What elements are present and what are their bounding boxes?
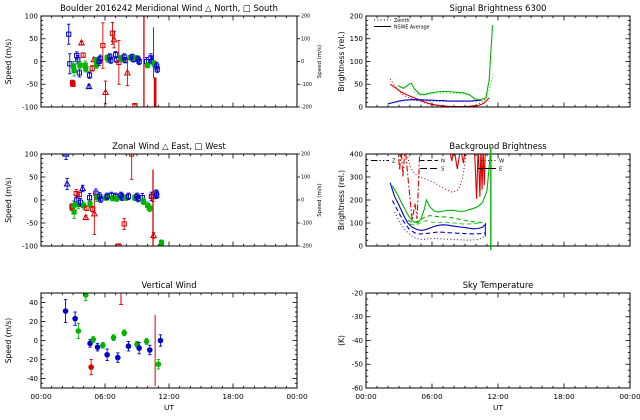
svg-text:Boulder 2016242 Meridional: Boulder 2016242 Meridional Wind △ North,…	[60, 3, 278, 13]
svg-text:100: 100	[25, 150, 38, 158]
svg-text:Z: Z	[392, 159, 396, 165]
svg-text:(K): (K)	[337, 335, 346, 346]
panel-signal-brightness: 0 50 100 150 200 Brightness (rel.) Signal Brig…	[337, 3, 631, 111]
svg-text:150: 150	[350, 35, 363, 43]
panel-background-brightness: 0 100 200 300 400 Brightness (rel.) Background…	[337, 141, 631, 250]
svg-text:-100: -100	[301, 82, 312, 88]
vertical-wind-data	[62, 293, 164, 387]
svg-text:100: 100	[350, 58, 363, 66]
svg-text:100: 100	[350, 219, 363, 227]
svg-text:Zenith: Zenith	[394, 18, 410, 24]
svg-text:40: 40	[29, 299, 38, 307]
svg-text:-40: -40	[27, 375, 38, 383]
zonal-wind-data	[62, 154, 165, 246]
svg-text:-20: -20	[27, 356, 38, 364]
svg-text:00:00: 00:00	[619, 392, 640, 401]
svg-text:Speed (m/s): Speed (m/s)	[4, 39, 13, 85]
svg-text:-20: -20	[352, 289, 363, 297]
svg-text:UT: UT	[164, 403, 174, 412]
svg-text:-100: -100	[301, 221, 312, 227]
svg-text:0: 0	[359, 103, 363, 111]
svg-text:0: 0	[34, 337, 38, 345]
svg-text:-30: -30	[352, 313, 363, 321]
svg-text:0: 0	[359, 242, 363, 250]
svg-text:06:00: 06:00	[94, 392, 116, 401]
svg-text:100: 100	[301, 36, 310, 42]
svg-text:200: 200	[350, 12, 363, 20]
svg-text:400: 400	[350, 150, 363, 158]
svg-text:-50: -50	[27, 81, 38, 89]
background-brightness-data	[389, 154, 491, 241]
svg-text:200: 200	[350, 196, 363, 204]
signal-brightness-data	[387, 25, 495, 107]
panel-zonal-wind: -100 -50 0 50 100 -200 -100 0 100 200 Speed (m/s) S…	[4, 141, 323, 250]
svg-text:200: 200	[301, 152, 310, 158]
svg-text:Background Brightness: Background Brightness	[449, 141, 546, 151]
svg-text:200: 200	[301, 14, 310, 20]
svg-text:20: 20	[29, 318, 38, 326]
svg-text:0: 0	[34, 196, 38, 204]
svg-text:-200: -200	[301, 105, 312, 111]
svg-text:Speed (m/s): Speed (m/s)	[4, 318, 13, 364]
panel-vertical-wind: -40 -20 0 20 40 Speed (m/s) Vertical Wind 00:00…	[4, 280, 308, 412]
svg-text:N: N	[441, 159, 445, 165]
panel-sky-temperature: -60 -50 -40 -30 -20 (K) Sky Temperature 00:00 06…	[337, 280, 640, 412]
svg-text:Zonal Wind △ East, □ West: Zonal Wind △ East, □ West	[112, 141, 226, 151]
svg-text:12:00: 12:00	[158, 392, 180, 401]
svg-text:0: 0	[34, 58, 38, 66]
svg-text:50: 50	[29, 173, 38, 181]
svg-text:06:00: 06:00	[421, 392, 443, 401]
svg-text:-40: -40	[352, 337, 363, 345]
svg-text:Speed (m/s): Speed (m/s)	[317, 45, 323, 78]
svg-text:-100: -100	[22, 103, 38, 111]
svg-text:-200: -200	[301, 244, 312, 250]
svg-text:Speed (m/s): Speed (m/s)	[317, 183, 323, 216]
meridional-wind-data	[66, 16, 160, 107]
svg-text:50: 50	[354, 81, 363, 89]
svg-text:-60: -60	[352, 384, 363, 392]
svg-text:Brightness (rel.): Brightness (rel.)	[337, 31, 346, 91]
panel-meridional-wind: -100 -50 0 50 100 -200 -100 0 100 200 Speed (m/s) S…	[4, 3, 323, 111]
svg-text:00:00: 00:00	[286, 392, 308, 401]
svg-text:W: W	[499, 159, 504, 165]
svg-text:NSWE Average: NSWE Average	[394, 24, 430, 30]
svg-text:Vertical Wind: Vertical Wind	[141, 280, 196, 290]
svg-text:50: 50	[29, 35, 38, 43]
svg-text:UT: UT	[493, 403, 503, 412]
svg-text:Signal Brightness 6300: Signal Brightness 6300	[450, 3, 547, 13]
svg-text:12:00: 12:00	[487, 392, 509, 401]
svg-text:-50: -50	[27, 219, 38, 227]
svg-text:00:00: 00:00	[30, 392, 52, 401]
svg-text:Speed (m/s): Speed (m/s)	[4, 177, 13, 223]
svg-text:E: E	[499, 167, 502, 173]
svg-text:18:00: 18:00	[222, 392, 244, 401]
svg-text:100: 100	[301, 175, 310, 181]
svg-text:S: S	[441, 167, 444, 173]
svg-text:0: 0	[301, 198, 304, 204]
svg-text:0: 0	[301, 59, 304, 65]
svg-text:-100: -100	[22, 242, 38, 250]
svg-text:00:00: 00:00	[355, 392, 377, 401]
svg-text:100: 100	[25, 12, 38, 20]
svg-text:300: 300	[350, 173, 363, 181]
svg-text:Sky Temperature: Sky Temperature	[463, 280, 534, 290]
svg-text:Brightness (rel.): Brightness (rel.)	[337, 170, 346, 230]
svg-text:-50: -50	[352, 361, 363, 369]
svg-text:18:00: 18:00	[553, 392, 575, 401]
